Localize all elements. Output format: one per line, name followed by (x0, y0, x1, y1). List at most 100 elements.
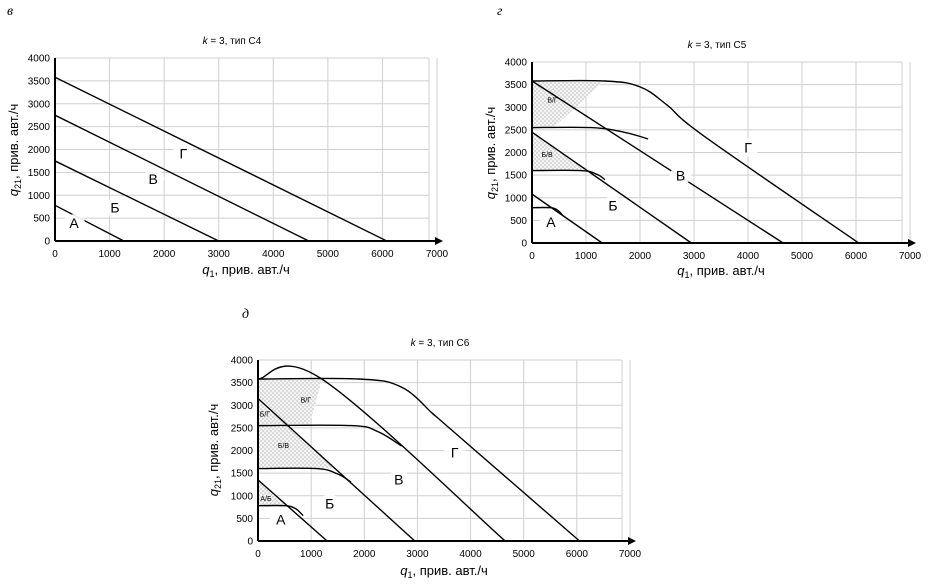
y-tick-label: 4000 (231, 356, 254, 367)
zone-label: А (546, 214, 556, 230)
x-axis-arrow (435, 237, 443, 245)
boundary-line (257, 397, 416, 542)
x-tick-label: 3000 (208, 249, 231, 260)
y-tick-label: 2500 (28, 122, 51, 133)
chart-panel-д: д k = 3, тип С6 А Б В Г В/Г Б/Г Б/В А/Б 0 1000 2000 3… (206, 307, 642, 580)
x-tick-label: 2000 (353, 549, 376, 560)
zone-label: Б/В (278, 443, 290, 450)
x-axis-label: q1, прив. авт./ч (677, 263, 765, 280)
chart-panel-г: г k = 3, тип С5 А Б В Г В/Г Б/В 0 1000 2000 3000 400… (483, 4, 922, 280)
x-tick-label: 3000 (683, 251, 706, 262)
y-tick-label: 1500 (505, 171, 528, 182)
panel-letter: г (497, 4, 503, 19)
boundary-line (257, 467, 352, 483)
zone-halo (172, 144, 195, 163)
y-tick-label: 4000 (505, 58, 528, 69)
boundary-line (531, 131, 692, 244)
zone-label: Г (179, 146, 187, 162)
x-tick-label: 1000 (300, 549, 323, 560)
y-tick-label: 3000 (28, 99, 51, 110)
x-tick-label: 7000 (899, 251, 922, 262)
zone-halo (63, 214, 86, 233)
y-tick-label: 3000 (505, 103, 528, 114)
y-tick-label: 3500 (231, 378, 254, 389)
y-tick-label: 3000 (231, 401, 254, 412)
x-tick-label: 1000 (575, 251, 598, 262)
y-tick-label: 3500 (28, 76, 51, 87)
boundary-line (531, 79, 860, 244)
y-tick-label: 4000 (28, 54, 51, 65)
zone-label: В (676, 168, 685, 184)
zone-label: Г (451, 444, 459, 460)
zone-label: В (394, 471, 403, 487)
zone-label: В (149, 171, 158, 187)
x-tick-label: 5000 (317, 249, 340, 260)
zone-halo (737, 138, 759, 157)
x-tick-label: 0 (255, 549, 261, 560)
x-tick-label: 2000 (629, 251, 652, 262)
x-tick-label: 2000 (153, 249, 176, 260)
y-tick-label: 0 (247, 537, 253, 548)
zone-label: А (69, 215, 79, 231)
x-tick-label: 0 (529, 251, 535, 262)
zone-label: Б/В (542, 152, 554, 159)
y-axis-label: q21, прив. авт./ч (6, 104, 23, 197)
y-tick-label: 500 (236, 514, 253, 525)
x-tick-label: 6000 (566, 549, 589, 560)
chart-title: k = 3, тип С5 (688, 40, 747, 51)
y-tick-label: 1000 (505, 193, 528, 204)
x-tick-label: 3000 (406, 549, 429, 560)
boundary-line (531, 193, 603, 244)
boundary-line (257, 504, 304, 517)
zone-halo (669, 166, 692, 185)
y-axis-label: q21, прив. авт./ч (206, 404, 223, 497)
zone-label: А/Б (260, 496, 272, 503)
zone-halo (104, 198, 127, 217)
y-tick-label: 1500 (231, 469, 254, 480)
x-tick-label: 6000 (845, 251, 868, 262)
boundary-line (531, 169, 606, 181)
zone-label: Б/Г (260, 412, 271, 419)
zone-label: Б (110, 200, 119, 216)
x-axis-label: q1, прив. авт./ч (400, 563, 488, 580)
x-tick-label: 6000 (371, 249, 394, 260)
zone-label: Б (608, 197, 617, 213)
panel-letter: в (7, 4, 13, 19)
y-tick-label: 0 (521, 239, 527, 250)
boundary-line (257, 377, 580, 542)
chart-title: k = 3, тип С6 (411, 338, 470, 349)
boundary-line (54, 204, 125, 242)
x-tick-label: 4000 (262, 249, 285, 260)
boundary-line (54, 114, 310, 242)
y-tick-label: 500 (510, 216, 527, 227)
zone-label: В/Г (301, 398, 312, 405)
y-tick-label: 2000 (28, 145, 51, 156)
y-tick-label: 2500 (231, 423, 254, 434)
boundary-line (531, 80, 784, 244)
zone-label: Б (325, 495, 334, 511)
x-tick-label: 7000 (619, 549, 642, 560)
boundary-line (531, 206, 563, 216)
boundary-line (257, 424, 402, 447)
boundary-line (257, 365, 506, 542)
zone-label: Г (744, 140, 752, 156)
boundary-line (54, 160, 220, 242)
y-tick-label: 2000 (231, 446, 254, 457)
boundary-line (531, 126, 649, 140)
zone-halo (602, 196, 624, 215)
zone-halo (539, 213, 562, 232)
x-tick-label: 4000 (459, 549, 482, 560)
zone-label: В/Г (547, 98, 558, 105)
zone-halo (387, 470, 410, 489)
panel-letter: д (242, 307, 249, 322)
x-tick-label: 7000 (426, 249, 449, 260)
y-tick-label: 1500 (28, 168, 51, 179)
y-tick-label: 2500 (505, 125, 528, 136)
boundary-line (257, 479, 328, 542)
y-tick-label: 2000 (505, 148, 528, 159)
x-tick-label: 4000 (737, 251, 760, 262)
x-tick-label: 0 (52, 249, 58, 260)
y-tick-label: 1000 (231, 491, 254, 502)
x-axis-label: q1, прив. авт./ч (202, 262, 290, 279)
